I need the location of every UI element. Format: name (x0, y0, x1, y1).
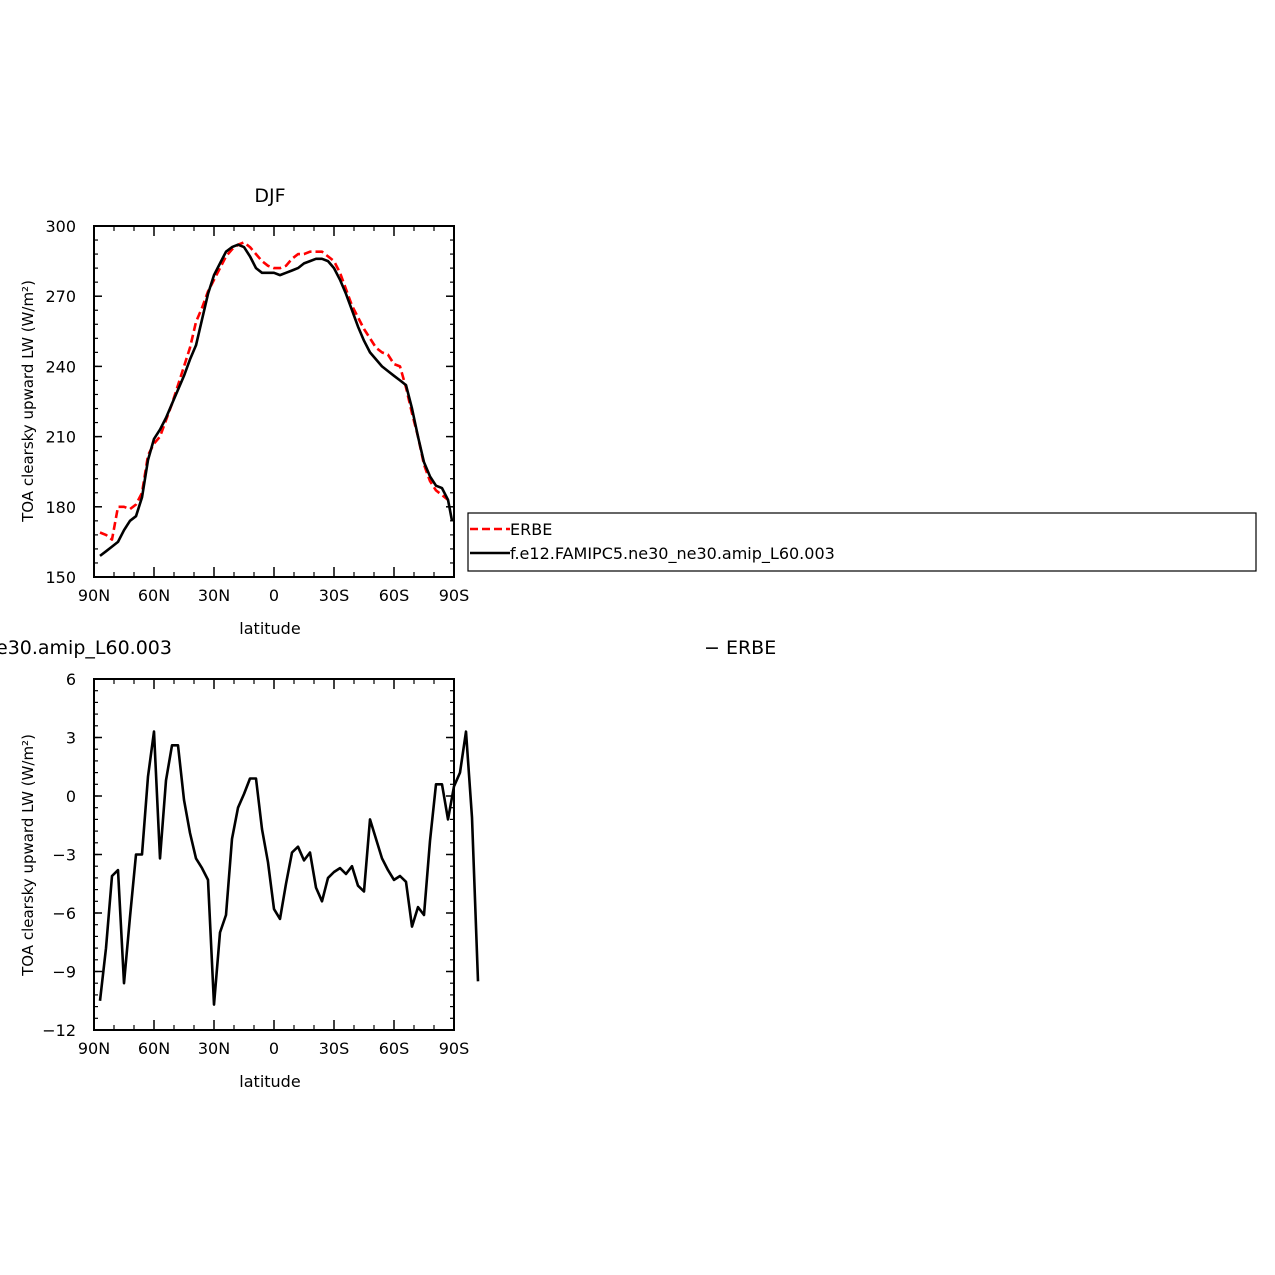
chart-title-left: e30.amip_L60.003 (0, 637, 172, 659)
x-tick-label: 0 (269, 1039, 279, 1058)
x-tick-label: 90S (439, 586, 470, 605)
y-axis-label: TOA clearsky upward LW (W/m²) (19, 280, 37, 523)
y-tick-label: 6 (66, 670, 76, 689)
axis-ticks: 90N 60N 30N 0 30S 60S 90S 150 180 210 240 270 300 (45, 217, 469, 605)
x-tick-label: 90N (78, 586, 110, 605)
y-tick-label: 300 (45, 217, 76, 236)
x-axis-label: latitude (239, 619, 300, 638)
djf-chart: DJF TOA clearsky upward LW (W/m²) latitu… (19, 185, 469, 638)
x-tick-label: 60N (138, 586, 170, 605)
y-tick-label: −12 (42, 1021, 76, 1040)
legend: ERBE f.e12.FAMIPC5.ne30_ne30.amip_L60.00… (467, 512, 1257, 572)
axis-ticks: 90N 60N 30N 0 30S 60S 90S −12 −9 −6 −3 0 3 6 (42, 670, 469, 1058)
plot-frame (93, 678, 455, 1031)
series-line-f-e12-famipc5-ne30-ne30-amip-l60-003 (99, 243, 454, 557)
x-tick-label: 30N (198, 1039, 230, 1058)
y-tick-label: −3 (52, 846, 76, 865)
x-tick-label: 90N (78, 1039, 110, 1058)
x-tick-label: 90S (439, 1039, 470, 1058)
chart-title: DJF (254, 185, 285, 207)
y-tick-label: −6 (52, 904, 76, 923)
legend-box (467, 512, 1257, 572)
series-lines (99, 241, 454, 557)
x-tick-label: 60S (379, 1039, 410, 1058)
x-tick-label: 30S (319, 586, 350, 605)
difference-chart: e30.amip_L60.003 − ERBE TOA clearsky upw… (0, 637, 776, 1091)
y-axis-label: TOA clearsky upward LW (W/m²) (19, 734, 37, 977)
y-tick-label: 0 (66, 787, 76, 806)
series-line-erbe (99, 241, 449, 541)
y-tick-label: −9 (52, 963, 76, 982)
x-tick-label: 0 (269, 586, 279, 605)
legend-label-model: f.e12.FAMIPC5.ne30_ne30.amip_L60.003 (510, 544, 835, 564)
x-tick-label: 30N (198, 586, 230, 605)
plot-frame (93, 225, 455, 578)
y-tick-label: 210 (45, 428, 76, 447)
series-line-difference (98, 730, 480, 1006)
y-tick-label: 240 (45, 357, 76, 376)
y-tick-label: 180 (45, 498, 76, 517)
y-tick-label: 150 (45, 568, 76, 587)
series-lines (98, 730, 480, 1006)
x-tick-label: 60S (379, 586, 410, 605)
y-tick-label: 270 (45, 287, 76, 306)
y-tick-label: 3 (66, 729, 76, 748)
legend-label-erbe: ERBE (510, 520, 552, 539)
x-tick-label: 60N (138, 1039, 170, 1058)
chart-title-right: − ERBE (704, 637, 776, 659)
x-axis-label: latitude (239, 1072, 300, 1091)
x-tick-label: 30S (319, 1039, 350, 1058)
